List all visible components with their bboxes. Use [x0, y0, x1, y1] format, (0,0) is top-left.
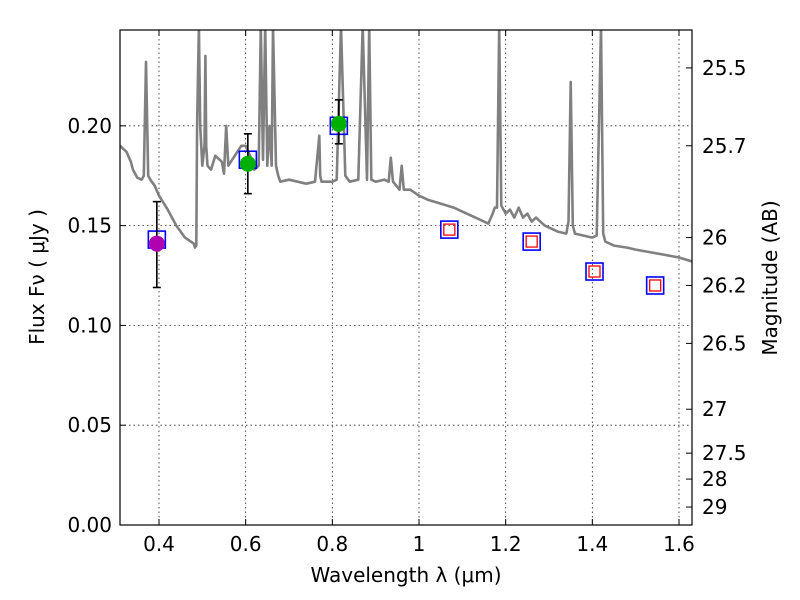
y-axis-right-label: Magnitude (AB) [758, 200, 782, 355]
y-tick-label: 0.00 [67, 513, 112, 537]
model-square [522, 232, 541, 251]
x-tick-label: 1.6 [663, 532, 695, 556]
grid-layer [120, 30, 692, 526]
model-square-inner [525, 235, 538, 248]
photometry-point [330, 115, 347, 132]
y-tick-label: 0.05 [67, 413, 112, 437]
x-tick-label: 1.4 [576, 532, 608, 556]
right-tick-label: 26.2 [702, 273, 747, 297]
right-tick-label: 27 [702, 397, 727, 421]
ticks-layer: 0.4 0.6 0.8 1 1.2 1.4 1.6 0.00 0.05 0.10 0.15 0.20 2… [67, 30, 747, 556]
model-square-inner [649, 279, 662, 292]
spectrum-layer [120, 30, 692, 263]
right-tick-label: 29 [702, 495, 727, 519]
model-square-inner [588, 265, 601, 278]
y-tick-label: 0.15 [67, 214, 112, 238]
y-tick-label: 0.20 [67, 114, 112, 138]
model-square [440, 220, 459, 239]
photometry-point [239, 155, 256, 172]
y-axis-label: Flux Fν ( μJy ) [25, 209, 49, 345]
model-square-inner [443, 223, 456, 236]
right-tick-label: 25.7 [702, 134, 747, 158]
y-tick-label: 0.10 [67, 313, 112, 337]
right-tick-label: 26.5 [702, 331, 747, 355]
right-tick-label: 26 [702, 226, 727, 250]
photometry-point [148, 235, 165, 252]
x-tick-label: 0.4 [143, 532, 175, 556]
x-tick-label: 1 [413, 532, 426, 556]
x-tick-label: 1.2 [490, 532, 522, 556]
model-square [585, 262, 604, 281]
plot-frame [119, 29, 693, 526]
model-square [645, 276, 665, 295]
points-layer [147, 99, 665, 295]
x-tick-label: 0.8 [316, 532, 348, 556]
x-tick-label: 0.6 [230, 532, 262, 556]
right-tick-label: 28 [702, 467, 727, 491]
right-tick-label: 27.5 [702, 441, 747, 465]
right-tick-label: 25.5 [702, 56, 747, 80]
spectrum-line [120, 30, 692, 263]
x-axis-label: Wavelength λ (μm) [310, 563, 501, 587]
